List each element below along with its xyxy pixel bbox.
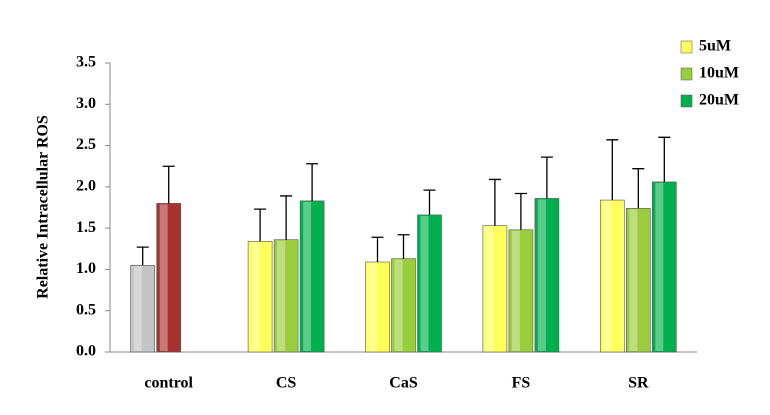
bar-shade: [303, 201, 312, 351]
y-tick-label: 2.5: [76, 136, 96, 153]
error-bar: [254, 208, 267, 242]
y-tick-label: 0.0: [76, 343, 96, 360]
y-tick-label: 2.0: [76, 178, 96, 195]
x-tick-label: CS: [276, 375, 297, 392]
bar: [599, 199, 625, 353]
bar-shade: [485, 226, 494, 351]
bar-shade: [420, 215, 429, 351]
bar-shade: [251, 242, 260, 351]
error-bar: [371, 236, 384, 262]
error-bar: [632, 168, 645, 209]
bar-shade: [537, 199, 546, 351]
bar-shade: [368, 262, 377, 351]
bar-shade: [603, 201, 612, 351]
legend-swatch: [680, 67, 693, 81]
bar: [625, 208, 651, 353]
bar-shade: [394, 259, 403, 351]
bar: [417, 214, 442, 353]
error-bar: [423, 189, 436, 215]
bar: [273, 239, 299, 353]
bar: [391, 258, 416, 353]
bar-shade: [159, 204, 168, 351]
legend-label: 5uM: [699, 38, 731, 55]
bar-shade: [511, 230, 520, 351]
bar: [508, 229, 534, 353]
error-bar: [397, 234, 410, 259]
bar: [299, 200, 325, 353]
legend-swatch: [680, 40, 693, 54]
y-tick-label: 3.0: [76, 95, 96, 112]
error-bar: [162, 165, 175, 204]
error-bar: [136, 246, 149, 266]
y-axis-label: Relative Intracellular ROS: [35, 115, 52, 299]
bar: [482, 225, 508, 353]
bar: [156, 203, 181, 353]
bar-shade: [629, 209, 638, 351]
x-tick-label: FS: [512, 375, 531, 392]
error-bar: [514, 192, 527, 230]
legend-label: 20uM: [699, 92, 739, 109]
x-tick-label: control: [144, 375, 193, 392]
error-bar: [306, 163, 319, 201]
bar-shade: [277, 240, 286, 351]
x-tick-label: SR: [628, 375, 649, 392]
error-bar: [540, 156, 553, 199]
legend-swatch: [680, 94, 693, 108]
y-tick-label: 0.5: [76, 301, 96, 318]
y-tick-label: 3.5: [76, 54, 96, 71]
bar-shade: [655, 182, 664, 351]
error-bar: [488, 178, 501, 226]
bar: [534, 198, 560, 353]
error-bar: [606, 139, 619, 201]
bar: [365, 261, 390, 353]
legend-label: 10uM: [699, 65, 739, 82]
bar: [247, 241, 273, 353]
bar-shade: [133, 266, 142, 351]
y-tick-label: 1.5: [76, 219, 96, 236]
x-tick-label: CaS: [389, 375, 418, 392]
error-bar: [280, 195, 293, 240]
error-bar: [658, 136, 671, 182]
y-tick-label: 1.0: [76, 260, 96, 277]
